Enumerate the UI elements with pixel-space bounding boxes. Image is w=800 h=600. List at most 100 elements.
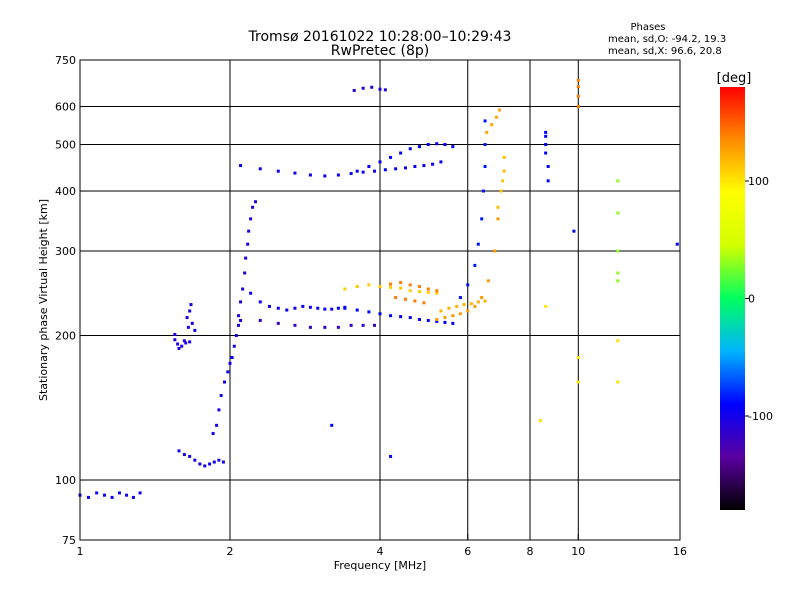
- data-point: [239, 300, 243, 304]
- colorbar: [720, 87, 745, 510]
- y-tick-label: 400: [55, 185, 76, 198]
- y-tick-label: 100: [55, 474, 76, 487]
- data-point: [215, 423, 219, 427]
- data-point: [399, 286, 403, 290]
- data-point: [422, 301, 426, 305]
- chart-subtitle: RwPretec (8p): [331, 43, 429, 59]
- data-point: [378, 285, 382, 289]
- data-point: [367, 310, 371, 314]
- data-point: [212, 460, 216, 464]
- data-point: [403, 166, 407, 170]
- data-point: [236, 323, 240, 327]
- data-point: [422, 164, 426, 168]
- data-point: [177, 346, 181, 350]
- data-point: [308, 173, 312, 177]
- data-point: [361, 170, 365, 174]
- data-point: [408, 316, 412, 320]
- data-point: [443, 320, 447, 324]
- data-point: [399, 280, 403, 284]
- y-tick-label: 600: [55, 101, 76, 114]
- data-point: [258, 167, 262, 171]
- data-point: [176, 342, 180, 346]
- data-point: [177, 449, 181, 453]
- data-point: [439, 160, 443, 164]
- data-point: [86, 495, 90, 499]
- data-point: [576, 105, 580, 109]
- data-point: [276, 169, 280, 173]
- data-point: [355, 169, 359, 173]
- data-point: [417, 145, 421, 149]
- y-tick-label: 750: [55, 54, 76, 67]
- x-axis-label: Frequency [MHz]: [334, 559, 426, 572]
- data-point: [399, 151, 403, 155]
- data-point: [184, 341, 188, 345]
- data-point: [188, 309, 192, 313]
- data-point: [576, 78, 580, 82]
- data-point: [389, 285, 393, 289]
- data-point: [243, 271, 247, 275]
- colorbar-tick-label: 0: [748, 293, 755, 306]
- data-point: [253, 200, 257, 204]
- y-tick-label: 200: [55, 330, 76, 343]
- data-point: [447, 306, 451, 310]
- data-point: [443, 143, 447, 147]
- data-point: [435, 319, 439, 323]
- info-line-x: mean, sd,X: 96.6, 20.8: [608, 46, 722, 57]
- data-point: [258, 300, 262, 304]
- data-point: [232, 344, 236, 348]
- data-point: [473, 263, 477, 267]
- data-point: [616, 211, 620, 215]
- data-point: [616, 339, 620, 343]
- data-point: [426, 143, 430, 147]
- data-point: [217, 458, 221, 462]
- data-point: [219, 394, 223, 398]
- data-point: [426, 290, 430, 294]
- data-point: [190, 321, 194, 325]
- data-point: [367, 283, 371, 287]
- data-point: [343, 287, 347, 291]
- colorbar-tick-label: 100: [748, 175, 769, 188]
- data-point: [188, 454, 192, 458]
- data-point: [188, 340, 192, 344]
- data-point: [675, 242, 679, 246]
- data-point: [173, 332, 177, 336]
- data-point: [217, 408, 221, 412]
- data-point: [308, 325, 312, 329]
- data-point: [417, 285, 421, 289]
- x-tick-label: 10: [571, 545, 585, 558]
- data-point: [546, 179, 550, 183]
- data-point: [361, 323, 365, 327]
- data-point: [186, 325, 190, 329]
- data-point: [435, 291, 439, 295]
- data-point: [198, 462, 202, 466]
- x-tick-label: 4: [377, 545, 384, 558]
- data-point: [367, 164, 371, 168]
- data-point: [173, 338, 177, 342]
- data-point: [413, 299, 417, 303]
- data-point: [431, 162, 435, 166]
- data-point: [323, 307, 327, 311]
- data-point: [138, 491, 142, 495]
- y-axis-label: Stationary phase Virtual Height [km]: [37, 199, 50, 401]
- data-point: [496, 217, 500, 221]
- data-point: [616, 271, 620, 275]
- data-point: [451, 314, 455, 318]
- data-point: [373, 323, 377, 327]
- data-points: [78, 78, 679, 499]
- data-point: [125, 493, 129, 497]
- data-point: [247, 229, 251, 233]
- data-point: [267, 304, 271, 308]
- data-point: [480, 296, 484, 300]
- data-point: [490, 123, 494, 127]
- data-point: [539, 419, 543, 423]
- data-point: [483, 119, 487, 123]
- info-line-o: mean, sd,O: -94.2, 19.3: [608, 34, 726, 45]
- x-tick-label: 8: [527, 545, 534, 558]
- data-point: [546, 164, 550, 168]
- data-point: [203, 464, 207, 468]
- data-point: [476, 300, 480, 304]
- data-point: [455, 304, 459, 308]
- data-point: [616, 380, 620, 384]
- data-point: [239, 318, 243, 322]
- data-point: [182, 339, 186, 343]
